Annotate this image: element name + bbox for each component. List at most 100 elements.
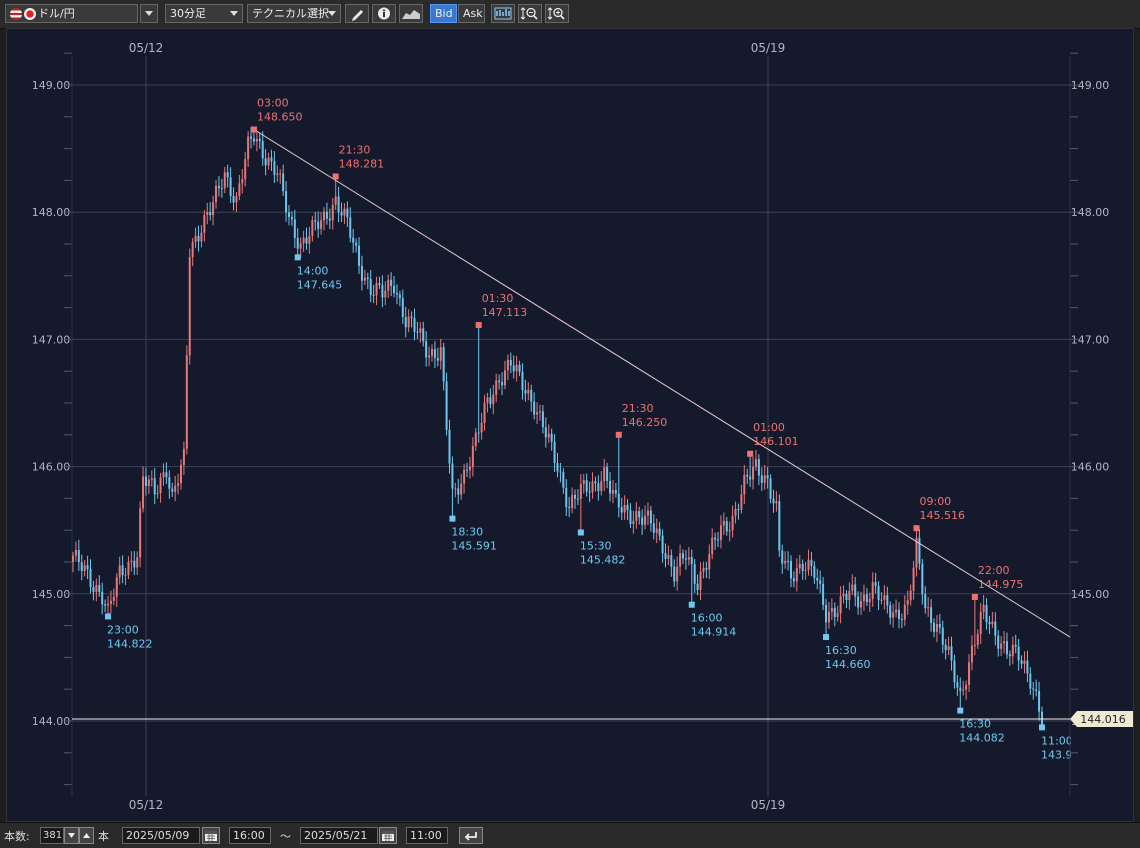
low-price-label: 145.591 <box>451 540 497 553</box>
candle-body <box>352 237 355 243</box>
candle-body <box>769 478 772 499</box>
candle-body <box>194 235 197 243</box>
low-time-label: 23:00 <box>107 623 139 636</box>
start-calendar-button[interactable] <box>202 827 220 844</box>
candle-body <box>83 565 86 571</box>
candle-body <box>191 242 194 258</box>
symbol-dropdown-button[interactable] <box>140 4 158 23</box>
candle-body <box>985 604 988 623</box>
low-price-label: 143.9 <box>1041 748 1073 761</box>
y-tick-label-left: 148.00 <box>32 206 71 219</box>
candle-body <box>547 433 550 438</box>
end-date-input[interactable]: 2025/05/21 <box>300 827 378 844</box>
candle-body <box>646 510 649 516</box>
zoom-in-button[interactable] <box>545 4 569 23</box>
candle-body <box>725 521 728 532</box>
end-calendar-button[interactable] <box>379 827 397 844</box>
candle-body <box>451 463 454 489</box>
candle-body <box>468 466 471 471</box>
low-price-label: 144.082 <box>959 732 1005 745</box>
candle-body <box>638 511 641 518</box>
candle-body <box>109 600 112 604</box>
technical-label: テクニカル選択 <box>252 7 329 20</box>
candle-body <box>836 613 839 617</box>
candle-body <box>766 475 769 479</box>
candle-body <box>941 627 944 645</box>
candle-body <box>1014 644 1017 647</box>
area-chart-button[interactable] <box>399 4 423 23</box>
high-price-label: 148.281 <box>339 157 385 170</box>
candlestick-chart[interactable]: 149.00 149.00 148.00 148.00 147.00 147.00 146.… <box>7 29 1133 821</box>
high-marker <box>913 525 920 532</box>
candle-body <box>89 569 92 588</box>
timeframe-select[interactable]: 30分足 <box>165 4 243 23</box>
start-time-input[interactable]: 16:00 <box>229 827 271 844</box>
candle-body <box>521 371 524 390</box>
y-tick-label-right: 149.00 <box>1071 79 1110 92</box>
technical-select[interactable]: テクニカル選択 <box>247 4 341 23</box>
candle-body <box>107 603 110 606</box>
candle-body <box>512 365 515 372</box>
candle-body <box>179 464 182 484</box>
zoom-out-button[interactable] <box>518 4 542 23</box>
jp-flag-icon <box>24 8 36 20</box>
end-time-input[interactable]: 11:00 <box>406 827 448 844</box>
candle-body <box>775 501 778 504</box>
candle-body <box>273 161 276 175</box>
candle-body <box>833 607 836 617</box>
candle-body <box>220 188 223 190</box>
candle-body <box>933 622 936 632</box>
candle-body <box>641 517 644 525</box>
candle-body <box>950 646 953 661</box>
y-tick-label-left: 149.00 <box>32 79 71 92</box>
y-tick-label-left: 145.00 <box>32 588 71 601</box>
candle-body <box>457 488 460 495</box>
draw-button[interactable] <box>345 4 369 23</box>
candle-body <box>959 687 962 691</box>
candle-body <box>606 467 609 482</box>
chart-type-button[interactable] <box>491 4 515 23</box>
return-button[interactable] <box>459 827 483 844</box>
candle-body <box>384 290 387 298</box>
down-arrow-icon <box>68 833 75 838</box>
candle-body <box>997 635 1000 649</box>
count-input[interactable]: 381 <box>40 827 64 844</box>
high-price-label: 148.650 <box>257 111 303 124</box>
candle-body <box>255 138 258 142</box>
candle-body <box>696 583 699 590</box>
candle-body <box>480 422 483 433</box>
candle-body <box>395 292 398 295</box>
ask-toggle[interactable]: Ask <box>458 4 485 23</box>
count-down-button[interactable] <box>64 827 79 844</box>
candle-body <box>1011 644 1014 657</box>
bid-toggle[interactable]: Bid <box>430 4 457 23</box>
start-date-input[interactable]: 2025/05/09 <box>122 827 200 844</box>
candle-body <box>372 294 375 296</box>
high-marker <box>615 431 622 438</box>
symbol-select[interactable]: ドル/円 <box>5 4 138 23</box>
candle-body <box>115 577 118 597</box>
candle-body <box>413 317 416 332</box>
candle-body <box>953 660 956 683</box>
candle-body <box>757 459 760 476</box>
candle-body <box>369 279 372 295</box>
info-button[interactable] <box>372 4 396 23</box>
candle-body <box>868 599 871 603</box>
candle-body <box>740 494 743 510</box>
chart-area[interactable]: 149.00 149.00 148.00 148.00 147.00 147.00 146.… <box>6 28 1134 822</box>
candle-body <box>994 621 997 636</box>
candle-body <box>390 279 393 287</box>
candle-body <box>334 196 337 205</box>
candle-body <box>912 567 915 591</box>
candle-body <box>80 562 83 571</box>
candle-body <box>982 604 985 612</box>
y-tick-label-left: 146.00 <box>32 461 71 474</box>
count-up-button[interactable] <box>79 827 94 844</box>
candle-body <box>676 566 679 582</box>
candle-body <box>851 584 854 591</box>
candle-body <box>588 491 591 493</box>
y-tick-label-right: 147.00 <box>1071 333 1110 346</box>
candle-body <box>340 212 343 216</box>
candle-body <box>1008 654 1011 657</box>
candle-body <box>527 389 530 394</box>
